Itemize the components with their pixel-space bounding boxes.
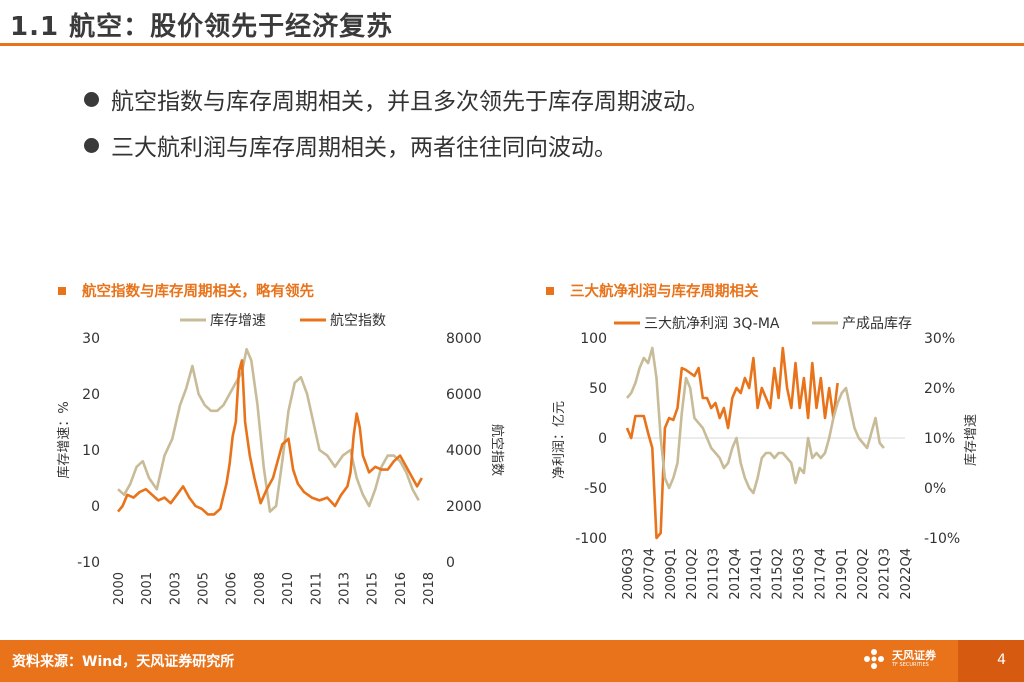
x-tick-label: 2022Q4 bbox=[899, 548, 914, 600]
x-tick-label: 2000 bbox=[112, 572, 127, 605]
right-tick-label: 2000 bbox=[446, 499, 482, 515]
brand-name-en: TF SECURITIES bbox=[892, 662, 929, 668]
right-tick-label: 0% bbox=[924, 481, 946, 497]
right-tick-label: -10% bbox=[924, 531, 960, 547]
x-tick-label: 2010Q2 bbox=[685, 548, 700, 600]
bullet-dot-icon bbox=[84, 137, 99, 153]
right-tick-label: 4000 bbox=[446, 443, 482, 459]
x-tick-label: 2005 bbox=[197, 572, 212, 605]
page-number: 4 bbox=[997, 652, 1006, 668]
bullet-dot-icon bbox=[84, 91, 99, 107]
series-line-2 bbox=[626, 346, 885, 495]
right-tick-label: 10% bbox=[924, 431, 955, 447]
bullet-1: 航空指数与库存周期相关，并且多次领先于库存周期波动。 bbox=[84, 82, 709, 116]
page-title: 1.1 航空：股价领先于经济复苏 bbox=[10, 12, 394, 42]
chart2-title-text: 三大航净利润与库存周期相关 bbox=[570, 284, 759, 300]
x-tick-label: 2001 bbox=[140, 572, 155, 605]
chart2-legend: 三大航净利润 3Q-MA 产成品库存 bbox=[614, 316, 912, 332]
right-tick-label: 20% bbox=[924, 381, 955, 397]
x-tick-label: 2015 bbox=[366, 572, 381, 605]
chart1-left-axis-label: 库存增速：% bbox=[56, 401, 72, 478]
bullet-2-text: 三大航利润与库存周期相关，两者往往同向波动。 bbox=[111, 135, 617, 161]
left-tick-label: 20 bbox=[82, 387, 100, 403]
title-underline bbox=[0, 43, 1024, 46]
chart2: 三大航净利润 3Q-MA 产成品库存 100 50 0 -50 -100 30% 20% 1… bbox=[552, 316, 979, 600]
left-tick-label: -50 bbox=[584, 481, 607, 497]
right-tick-label: 30% bbox=[924, 331, 955, 347]
bullet-1-text: 航空指数与库存周期相关，并且多次领先于库存周期波动。 bbox=[111, 89, 709, 115]
chart1-title: 航空指数与库存周期相关，略有领先 bbox=[58, 280, 314, 301]
chart1-right-axis-label: 航空指数 bbox=[489, 424, 505, 476]
chart2-title: 三大航净利润与库存周期相关 bbox=[546, 280, 759, 301]
brand-logo: 天风证券 TF SECURITIES bbox=[862, 647, 936, 671]
series-line-2 bbox=[116, 359, 423, 516]
x-tick-label: 2015Q2 bbox=[771, 548, 786, 600]
legend-label: 库存增速 bbox=[210, 313, 266, 329]
left-tick-label: 0 bbox=[91, 499, 100, 515]
x-tick-label: 2016 bbox=[394, 572, 409, 605]
right-tick-label: 8000 bbox=[446, 331, 482, 347]
left-tick-label: 10 bbox=[82, 443, 100, 459]
x-tick-label: 2007Q4 bbox=[642, 548, 657, 600]
chart2-left-axis-label: 净利润：亿元 bbox=[552, 401, 567, 479]
legend-label: 产成品库存 bbox=[842, 316, 912, 332]
legend-label: 航空指数 bbox=[330, 313, 386, 329]
square-icon bbox=[58, 286, 66, 295]
bullet-2: 三大航利润与库存周期相关，两者往往同向波动。 bbox=[84, 128, 617, 162]
x-tick-label: 2011Q3 bbox=[707, 548, 722, 600]
logo-icon bbox=[862, 647, 886, 671]
x-tick-label: 2011 bbox=[309, 572, 324, 605]
x-tick-label: 2009Q1 bbox=[664, 548, 679, 600]
chart2-right-axis-label: 库存增速 bbox=[963, 414, 979, 466]
left-tick-label: -10 bbox=[77, 555, 100, 571]
left-tick-label: 100 bbox=[580, 331, 607, 347]
x-tick-label: 2012Q4 bbox=[728, 548, 743, 600]
x-tick-label: 2018 bbox=[422, 572, 437, 605]
x-tick-label: 2020Q2 bbox=[856, 548, 871, 600]
square-icon bbox=[546, 286, 554, 295]
series-line-1 bbox=[625, 346, 839, 540]
footer-source: 资料来源：Wind，天风证券研究所 bbox=[12, 654, 235, 670]
brand-name: 天风证券 bbox=[892, 649, 936, 662]
title-bar: 1.1 航空：股价领先于经济复苏 bbox=[0, 0, 1024, 46]
x-tick-label: 2006 bbox=[225, 572, 240, 605]
x-tick-label: 2010 bbox=[281, 572, 296, 605]
x-tick-label: 2006Q3 bbox=[621, 548, 636, 600]
left-tick-label: 30 bbox=[82, 331, 100, 347]
x-tick-label: 2003 bbox=[168, 572, 183, 605]
legend-label: 三大航净利润 3Q-MA bbox=[644, 316, 780, 332]
x-tick-label: 2021Q3 bbox=[878, 548, 893, 600]
right-tick-label: 6000 bbox=[446, 387, 482, 403]
chart1-title-text: 航空指数与库存周期相关，略有领先 bbox=[82, 284, 314, 300]
right-tick-label: 0 bbox=[446, 555, 455, 571]
left-tick-label: 0 bbox=[598, 431, 607, 447]
left-tick-label: 50 bbox=[589, 381, 607, 397]
x-tick-label: 2019Q1 bbox=[835, 548, 850, 600]
x-tick-label: 2016Q3 bbox=[792, 548, 807, 600]
x-tick-label: 2014Q1 bbox=[749, 548, 764, 600]
chart1-legend: 库存增速 航空指数 bbox=[180, 313, 386, 329]
left-tick-label: -100 bbox=[575, 531, 607, 547]
x-tick-label: 2017Q4 bbox=[813, 548, 828, 600]
x-tick-label: 2013 bbox=[337, 572, 352, 605]
x-tick-label: 2008 bbox=[253, 572, 268, 605]
page-number-box: 4 bbox=[958, 640, 1024, 682]
footer: 资料来源：Wind，天风证券研究所 天风证券 TF SECURITIES bbox=[0, 640, 1024, 682]
